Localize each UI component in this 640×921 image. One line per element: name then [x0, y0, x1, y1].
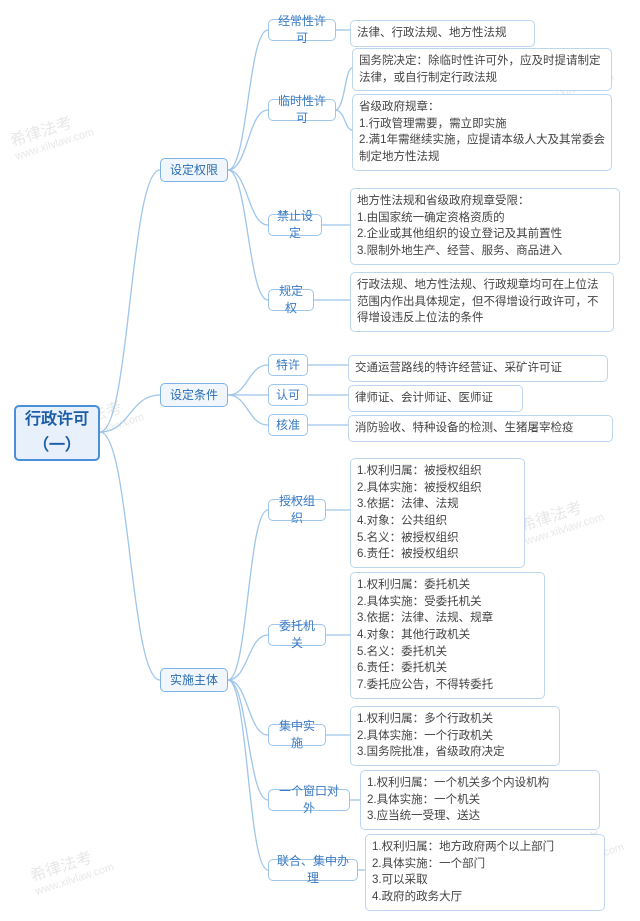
leaf-jcx: 经常性许可: [268, 19, 336, 41]
leaf-rk-label: 认可: [276, 387, 300, 404]
leaf-gdq: 规定权: [268, 289, 314, 311]
leaf-hz-label: 核准: [276, 417, 300, 434]
detail-sqzz-l1: 1.权利归属：被授权组织: [357, 463, 518, 480]
detail-ygck: 1.权利归属：一个机关多个内设机构 2.具体实施：一个机关 3.应当统一受理、送…: [360, 770, 600, 830]
detail-tx-text: 交通运营路线的特许经营证、采矿许可证: [355, 360, 601, 377]
root-line2: （一）: [33, 433, 81, 459]
detail-jzss-l3: 3.国务院批准，省级政府决定: [357, 744, 553, 761]
detail-lhjz: 1.权利归属：地方政府两个以上部门 2.具体实施：一个部门 3.可以采取 4.政…: [365, 834, 605, 911]
detail-lsx-2: 省级政府规章： 1.行政管理需要，需立即实施 2.满1年需继续实施，应提请本级人…: [352, 94, 612, 171]
leaf-tx-label: 特许: [276, 357, 300, 374]
detail-sqzz-l6: 6.责任：被授权组织: [357, 546, 518, 563]
branch-sdtj: 设定条件: [160, 383, 228, 407]
detail-hz-text: 消防验收、特种设备的检测、生猪屠宰检疫: [355, 420, 606, 437]
leaf-lhjz-label: 联合、集中办理: [275, 853, 351, 887]
branch-sszt: 实施主体: [160, 668, 228, 692]
detail-gdq-text: 行政法规、地方性法规、行政规章均可在上位法范围内作出具体规定，但不得增设行政许可…: [357, 277, 607, 327]
detail-hz: 消防验收、特种设备的检测、生猪屠宰检疫: [348, 415, 613, 442]
detail-wtjg-l6: 6.责任：委托机关: [357, 660, 538, 677]
branch-sdtj-label: 设定条件: [170, 387, 218, 404]
detail-rk-text: 律师证、会计师证、医师证: [355, 390, 516, 407]
detail-wtjg-l5: 5.名义：委托机关: [357, 644, 538, 661]
detail-wtjg-l7: 7.委托应公告，不得转委托: [357, 677, 538, 694]
detail-sqzz-l4: 4.对象：公共组织: [357, 513, 518, 530]
detail-lhjz-l3: 3.可以采取: [372, 872, 598, 889]
detail-lhjz-l2: 2.具体实施：一个部门: [372, 856, 598, 873]
detail-wtjg-l3: 3.依据：法律、法规、规章: [357, 610, 538, 627]
detail-jzss-l1: 1.权利归属：多个行政机关: [357, 711, 553, 728]
detail-jcx: 法律、行政法规、地方性法规: [350, 20, 535, 47]
leaf-jzss-label: 集中实施: [275, 718, 319, 752]
root-node: 行政许可 （一）: [14, 405, 100, 461]
detail-lsx-2-l2: 2.满1年需继续实施，应提请本级人大及其常委会制定地方性法规: [359, 132, 605, 165]
leaf-tx: 特许: [268, 354, 308, 376]
leaf-lsx-label: 临时性许可: [275, 93, 329, 127]
leaf-rk: 认可: [268, 384, 308, 406]
detail-wtjg-l4: 4.对象：其他行政机关: [357, 627, 538, 644]
detail-wtjg-l2: 2.具体实施：受委托机关: [357, 594, 538, 611]
leaf-jzsd-label: 禁止设定: [275, 208, 315, 242]
detail-lsx-2-title: 省级政府规章：: [359, 99, 605, 116]
detail-lhjz-l1: 1.权利归属：地方政府两个以上部门: [372, 839, 598, 856]
detail-lsx-1: 国务院决定：除临时性许可外，应及时提请制定法律，或自行制定行政法规: [352, 48, 612, 91]
detail-lsx-1-text: 国务院决定：除临时性许可外，应及时提请制定法律，或自行制定行政法规: [359, 53, 605, 86]
detail-lhjz-l4: 4.政府的政务大厅: [372, 889, 598, 906]
leaf-wtjg-label: 委托机关: [275, 618, 319, 652]
detail-lsx-2-l1: 1.行政管理需要，需立即实施: [359, 116, 605, 133]
detail-ygck-l3: 3.应当统一受理、送达: [367, 808, 593, 825]
branch-sdqx-label: 设定权限: [170, 162, 218, 179]
leaf-jzsd: 禁止设定: [268, 214, 322, 236]
detail-ygck-l1: 1.权利归属：一个机关多个内设机构: [367, 775, 593, 792]
leaf-gdq-label: 规定权: [275, 283, 307, 317]
detail-gdq: 行政法规、地方性法规、行政规章均可在上位法范围内作出具体规定，但不得增设行政许可…: [350, 272, 614, 332]
detail-jzss-l2: 2.具体实施：一个行政机关: [357, 728, 553, 745]
detail-jzsd: 地方性法规和省级政府规章受限： 1.由国家统一确定资格资质的 2.企业或其他组织…: [350, 188, 620, 265]
detail-jzsd-l2: 2.企业或其他组织的设立登记及其前置性: [357, 226, 613, 243]
leaf-ygck: 一个窗口对外: [268, 789, 350, 811]
detail-ygck-l2: 2.具体实施：一个机关: [367, 792, 593, 809]
detail-tx: 交通运营路线的特许经营证、采矿许可证: [348, 355, 608, 382]
leaf-lsx: 临时性许可: [268, 99, 336, 121]
branch-sdqx: 设定权限: [160, 158, 228, 182]
detail-jcx-text: 法律、行政法规、地方性法规: [357, 25, 528, 42]
mindmap-canvas: 行政许可 （一） 设定权限 经常性许可 法律、行政法规、地方性法规 临时性许可 …: [0, 0, 640, 921]
leaf-wtjg: 委托机关: [268, 624, 326, 646]
leaf-sqzz-label: 授权组织: [275, 493, 319, 527]
detail-rk: 律师证、会计师证、医师证: [348, 385, 523, 412]
leaf-ygck-label: 一个窗口对外: [275, 783, 343, 817]
leaf-lhjz: 联合、集中办理: [268, 859, 358, 881]
detail-jzsd-l3: 3.限制外地生产、经营、服务、商品进入: [357, 243, 613, 260]
detail-sqzz-l5: 5.名义：被授权组织: [357, 530, 518, 547]
leaf-jzss: 集中实施: [268, 724, 326, 746]
detail-jzsd-l1: 1.由国家统一确定资格资质的: [357, 210, 613, 227]
leaf-jcx-label: 经常性许可: [275, 13, 329, 47]
detail-wtjg: 1.权利归属：委托机关 2.具体实施：受委托机关 3.依据：法律、法规、规章 4…: [350, 572, 545, 699]
branch-sszt-label: 实施主体: [170, 672, 218, 689]
detail-wtjg-l1: 1.权利归属：委托机关: [357, 577, 538, 594]
root-line1: 行政许可: [25, 407, 89, 433]
leaf-sqzz: 授权组织: [268, 499, 326, 521]
detail-jzss: 1.权利归属：多个行政机关 2.具体实施：一个行政机关 3.国务院批准，省级政府…: [350, 706, 560, 766]
detail-sqzz-l2: 2.具体实施：被授权组织: [357, 480, 518, 497]
detail-sqzz: 1.权利归属：被授权组织 2.具体实施：被授权组织 3.依据：法律、法规 4.对…: [350, 458, 525, 568]
leaf-hz: 核准: [268, 414, 308, 436]
detail-sqzz-l3: 3.依据：法律、法规: [357, 496, 518, 513]
detail-jzsd-title: 地方性法规和省级政府规章受限：: [357, 193, 613, 210]
